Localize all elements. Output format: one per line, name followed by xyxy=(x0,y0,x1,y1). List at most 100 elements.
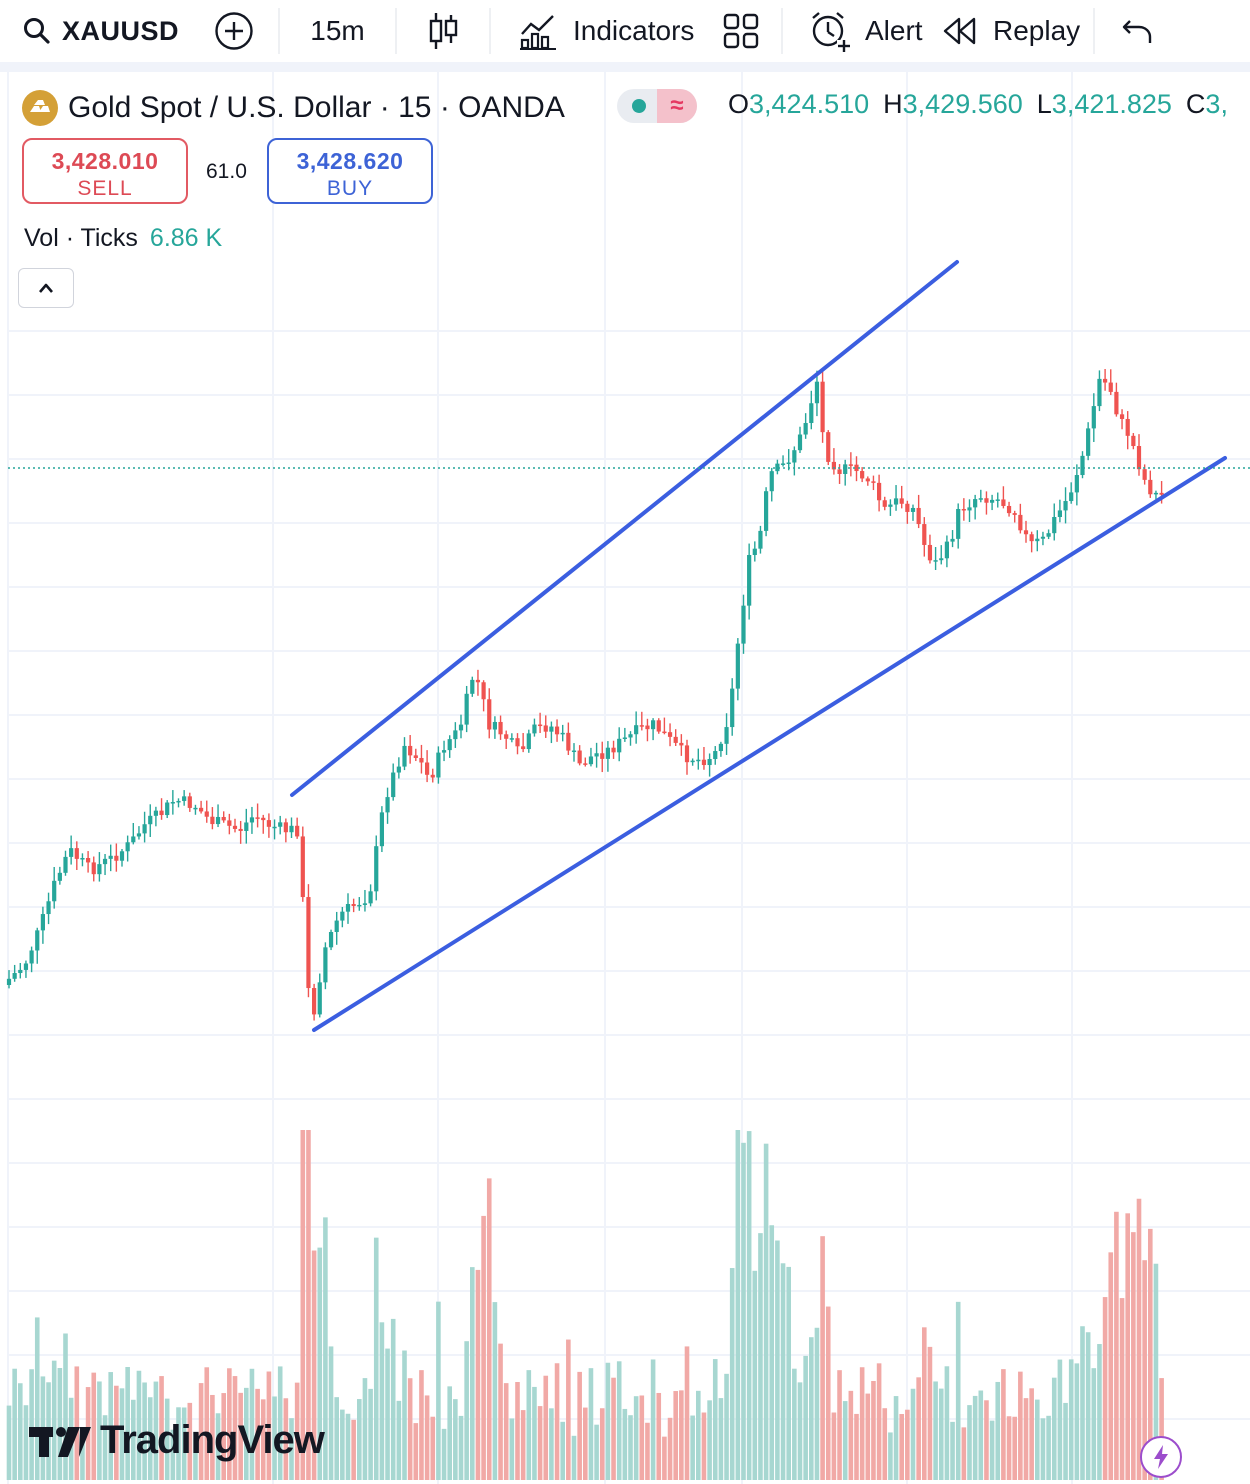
volume-bar xyxy=(950,1421,955,1480)
candle-body xyxy=(893,498,899,505)
candle-body xyxy=(1136,446,1142,470)
volume-bar xyxy=(1102,1297,1108,1480)
volume-bar xyxy=(712,1359,718,1480)
candle-body xyxy=(6,978,12,985)
volume-bar xyxy=(1131,1232,1136,1480)
volume-bar xyxy=(464,1341,469,1480)
candle-body xyxy=(295,825,300,837)
market-status-pill[interactable]: ≈ xyxy=(617,89,697,123)
volume-bar xyxy=(1057,1359,1063,1480)
replay-button[interactable]: Replay xyxy=(923,0,1093,62)
collapse-legend-button[interactable] xyxy=(18,268,74,308)
candle-body xyxy=(221,816,226,821)
candle-body xyxy=(385,797,390,813)
quick-action-button[interactable] xyxy=(1140,1436,1182,1478)
candle-body xyxy=(690,760,695,763)
symbol-legend[interactable]: Gold Spot / U.S. Dollar · 15 · OANDA xyxy=(22,86,565,130)
candle-body xyxy=(40,914,45,931)
candle-body xyxy=(617,738,622,753)
candle-body xyxy=(1114,391,1119,415)
sell-button[interactable]: 3,428.010 SELL xyxy=(22,138,188,204)
toolbar-divider xyxy=(395,8,397,54)
volume-bar xyxy=(927,1346,933,1480)
candle-body xyxy=(136,833,142,837)
volume-bar xyxy=(792,1368,797,1480)
volume-bar xyxy=(667,1417,673,1480)
candle-body xyxy=(1086,428,1091,456)
volume-legend[interactable]: Vol · Ticks 6.86 K xyxy=(24,224,222,253)
volume-bar xyxy=(385,1348,390,1480)
volume-bar xyxy=(221,1393,226,1480)
undo-button[interactable] xyxy=(1095,0,1179,62)
volume-bar xyxy=(244,1387,249,1480)
volume-bar xyxy=(238,1392,243,1480)
volume-bar xyxy=(373,1237,379,1480)
volume-bar xyxy=(599,1408,605,1480)
volume-bar xyxy=(390,1318,396,1480)
candle-body xyxy=(939,558,944,561)
interval-label: 15m xyxy=(310,15,365,46)
candle-body xyxy=(509,738,514,740)
volume-bar xyxy=(690,1415,695,1480)
candle-body xyxy=(769,471,774,492)
candle-body xyxy=(656,720,661,732)
candle-body xyxy=(199,807,204,812)
tradingview-logo[interactable]: TradingView xyxy=(28,1418,325,1463)
candle-body xyxy=(345,904,351,912)
volume-bar xyxy=(1051,1377,1057,1480)
volume-bar xyxy=(577,1371,582,1480)
candle-body xyxy=(1159,492,1164,495)
price-chart[interactable] xyxy=(0,72,1250,1484)
volume-bar xyxy=(74,1366,80,1480)
volume-bar xyxy=(1097,1344,1102,1480)
candle-body xyxy=(97,864,102,875)
candle-body xyxy=(651,720,656,730)
candle-body xyxy=(820,381,825,433)
candle-body xyxy=(837,469,842,475)
tradingview-mark-icon xyxy=(28,1423,92,1459)
volume-bar xyxy=(1001,1369,1006,1480)
candle-body xyxy=(481,682,486,700)
candle-body xyxy=(854,464,859,472)
volume-bar xyxy=(470,1267,475,1480)
buy-button[interactable]: 3,428.620 BUY xyxy=(267,138,433,204)
indicators-button[interactable]: Indicators xyxy=(491,0,701,62)
candle-body xyxy=(1057,510,1062,518)
candle-body xyxy=(492,721,497,730)
volume-value: 6.86 K xyxy=(149,224,223,252)
candle-body xyxy=(46,901,51,915)
candle-body xyxy=(978,498,983,500)
volume-bar xyxy=(294,1382,300,1480)
candle-body xyxy=(922,524,927,545)
candle-body xyxy=(419,757,424,763)
toolbar-shadow xyxy=(0,62,1250,72)
interval-button[interactable]: 15m xyxy=(280,0,395,62)
chart-type-button[interactable] xyxy=(397,0,489,62)
alert-button[interactable]: Alert xyxy=(783,0,923,62)
volume-bar xyxy=(859,1367,865,1480)
candle-body xyxy=(1012,513,1017,515)
symbol-search[interactable]: XAUUSD xyxy=(0,0,190,62)
volume-bar xyxy=(1153,1263,1159,1480)
volume-bar xyxy=(814,1327,820,1480)
candle-body xyxy=(1153,492,1159,495)
compare-button[interactable] xyxy=(190,0,278,62)
candle-body xyxy=(905,503,910,512)
candle-body xyxy=(826,432,831,462)
volume-bar xyxy=(227,1368,232,1480)
volume-bar xyxy=(170,1429,176,1480)
volume-bar xyxy=(1091,1368,1097,1480)
candle-body xyxy=(696,759,701,762)
indicators-icon xyxy=(519,12,557,50)
volume-bar xyxy=(724,1373,729,1480)
volume-bar xyxy=(131,1399,136,1480)
candle-body xyxy=(583,763,588,765)
candle-body xyxy=(131,836,136,843)
candle-body xyxy=(848,464,853,466)
candle-body xyxy=(266,820,271,827)
candle-body xyxy=(526,733,531,750)
layouts-button[interactable] xyxy=(701,0,781,62)
candle-body xyxy=(662,731,667,734)
candle-body xyxy=(114,855,119,861)
volume-bar xyxy=(633,1396,639,1480)
